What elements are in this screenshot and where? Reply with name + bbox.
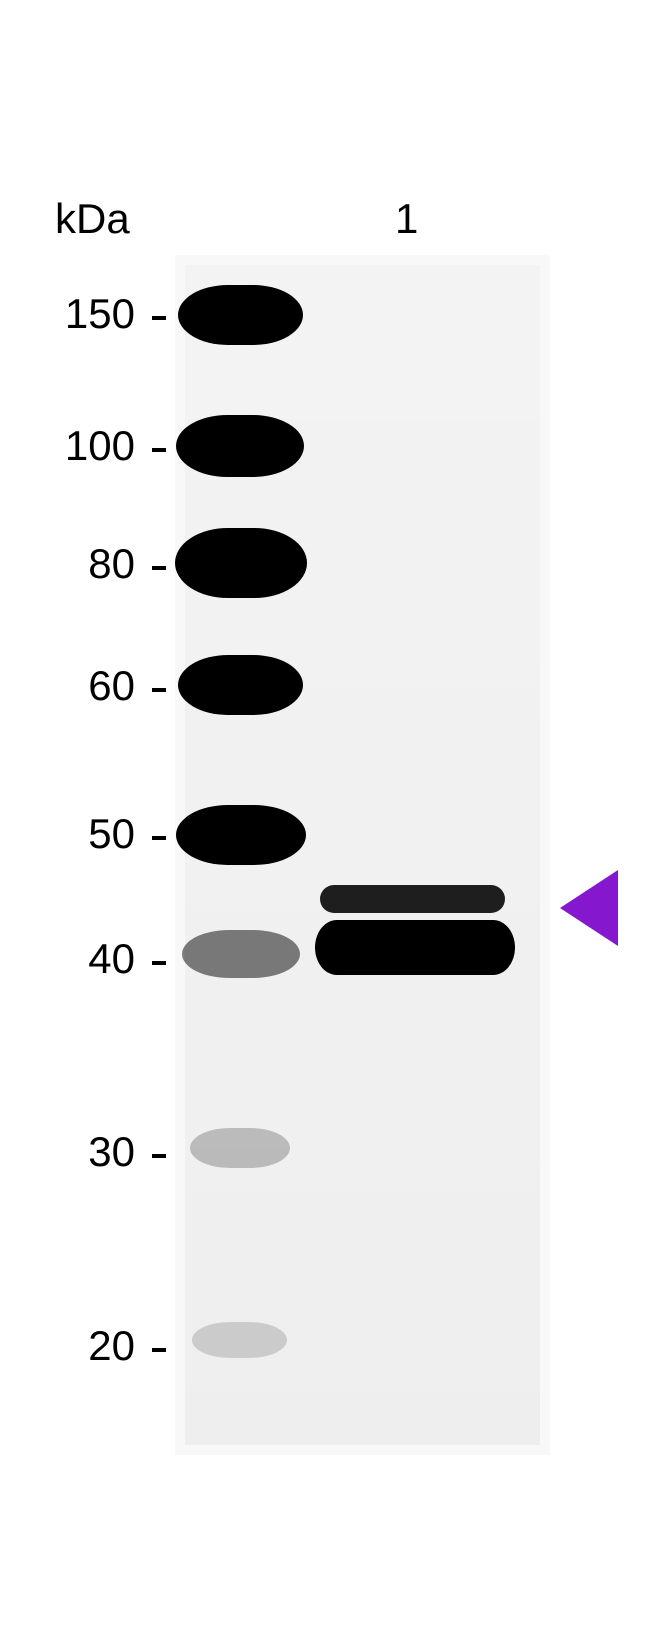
sample-band-lower <box>315 920 515 975</box>
marker-label-30: 30 <box>45 1128 135 1176</box>
ladder-band-30 <box>190 1128 290 1168</box>
marker-tick-80 <box>152 566 166 570</box>
marker-tick-100 <box>152 448 166 452</box>
marker-label-40: 40 <box>45 935 135 983</box>
marker-tick-50 <box>152 836 166 840</box>
marker-tick-30 <box>152 1154 166 1158</box>
target-arrow-icon <box>560 870 618 946</box>
marker-tick-150 <box>152 316 166 320</box>
marker-label-60: 60 <box>45 662 135 710</box>
ladder-band-50 <box>176 805 306 865</box>
ladder-band-60 <box>178 655 303 715</box>
marker-label-150: 150 <box>45 290 135 338</box>
blot-figure: kDa 1 150 100 80 60 50 40 30 20 <box>0 0 650 1625</box>
marker-label-20: 20 <box>45 1322 135 1370</box>
ladder-band-20 <box>192 1322 287 1358</box>
marker-label-100: 100 <box>45 422 135 470</box>
marker-label-50: 50 <box>45 810 135 858</box>
marker-tick-40 <box>152 961 166 965</box>
kda-unit-label: kDa <box>55 195 130 243</box>
marker-label-80: 80 <box>45 540 135 588</box>
ladder-band-40 <box>182 930 300 978</box>
marker-tick-60 <box>152 688 166 692</box>
ladder-band-150 <box>178 285 303 345</box>
sample-band-upper <box>320 885 505 913</box>
ladder-band-80 <box>175 528 307 598</box>
lane1-label: 1 <box>395 195 418 243</box>
ladder-band-100 <box>176 415 304 477</box>
marker-tick-20 <box>152 1348 166 1352</box>
